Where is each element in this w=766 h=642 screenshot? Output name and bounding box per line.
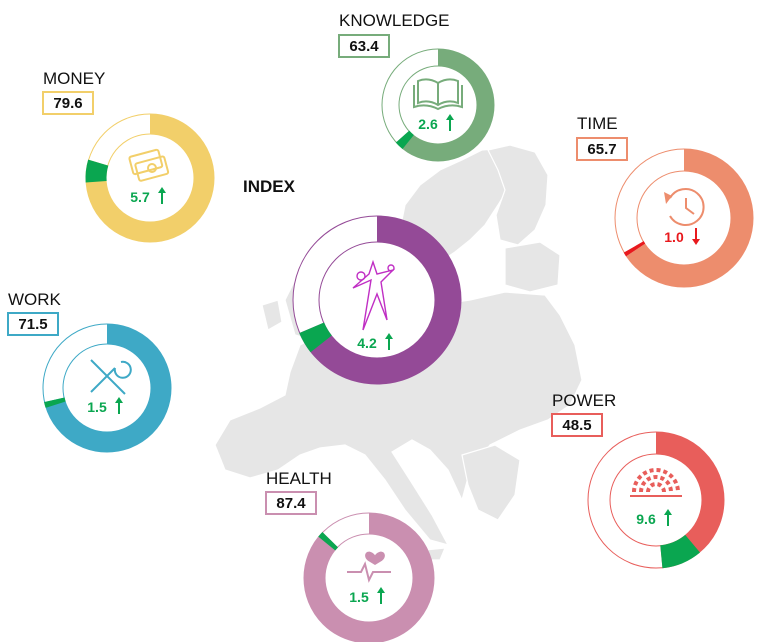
arrow-up-icon bbox=[446, 114, 454, 131]
power-score-box bbox=[551, 413, 603, 437]
money-score-box bbox=[42, 91, 94, 115]
heartbeat-icon bbox=[347, 551, 391, 583]
index-value-arc bbox=[299, 216, 461, 384]
health-label: HEALTH bbox=[266, 469, 332, 488]
arrow-up-icon bbox=[158, 187, 166, 204]
clock-history-icon bbox=[664, 188, 705, 226]
arrow-up-icon bbox=[377, 587, 385, 604]
arrow-up-icon bbox=[664, 509, 672, 526]
health-change-value: 1.5 bbox=[349, 589, 369, 605]
power-score: 48.5 bbox=[562, 417, 591, 434]
work-value-arc bbox=[44, 324, 171, 452]
knowledge-label: KNOWLEDGE bbox=[339, 11, 450, 30]
health-score-box bbox=[265, 491, 317, 515]
time-ring-inner-outline bbox=[636, 170, 732, 266]
index-title: INDEX bbox=[243, 177, 296, 196]
index-ring-inner-outline bbox=[318, 241, 436, 359]
money-value-arc bbox=[85, 114, 214, 242]
time-score-box bbox=[576, 137, 628, 161]
europe-map-background bbox=[214, 144, 583, 561]
work-donut: 1.5 bbox=[42, 323, 172, 453]
power-value-arc bbox=[656, 432, 725, 568]
knowledge-score: 63.4 bbox=[349, 38, 379, 55]
time-donut: 1.0 bbox=[614, 148, 754, 288]
knowledge-score-box bbox=[338, 34, 390, 58]
money-change-value: 5.7 bbox=[130, 189, 150, 205]
money-donut: 5.7 bbox=[85, 113, 215, 243]
money-change-arc bbox=[85, 159, 109, 183]
health-score: 87.4 bbox=[276, 495, 306, 512]
time-change-arc bbox=[623, 241, 646, 257]
knowledge-donut: 2.6 bbox=[381, 48, 495, 162]
banknotes-icon bbox=[128, 148, 170, 182]
health-value-arc bbox=[304, 513, 434, 642]
knowledge-value-arc bbox=[396, 49, 495, 161]
balkans-shape bbox=[461, 444, 521, 521]
work-score-box bbox=[7, 312, 59, 336]
index-group: INDEX bbox=[243, 177, 396, 331]
finland-shape bbox=[487, 144, 549, 246]
knowledge-change-value: 2.6 bbox=[418, 116, 438, 132]
time-label: TIME bbox=[577, 114, 618, 133]
arrow-up-icon bbox=[385, 333, 393, 350]
power-label: POWER bbox=[552, 391, 616, 410]
open-book-icon bbox=[413, 78, 463, 111]
health-donut: 1.5 bbox=[303, 512, 435, 642]
power-change-arc bbox=[660, 534, 700, 569]
knowledge-change-arc bbox=[395, 130, 414, 149]
arrow-down-icon bbox=[692, 228, 700, 245]
health-change-arc bbox=[318, 531, 339, 551]
work-change-value: 1.5 bbox=[87, 399, 107, 415]
work-change-arc bbox=[44, 397, 66, 408]
parliament-icon bbox=[630, 468, 682, 497]
index-change-value: 4.2 bbox=[357, 335, 377, 351]
money-score: 79.6 bbox=[53, 95, 82, 112]
work-label: WORK bbox=[8, 290, 62, 309]
baltics-shape bbox=[504, 241, 561, 293]
work-ring-inner-outline bbox=[62, 343, 152, 433]
time-value-arc bbox=[626, 149, 753, 287]
donut-layer: 2.6 KNOWLEDGE 63.4 5.7 MONEY 79.6 1.0 TIME 65.7 1… bbox=[7, 11, 754, 642]
work-score: 71.5 bbox=[18, 316, 47, 333]
index-change-arc bbox=[299, 322, 332, 353]
power-donut: 9.6 bbox=[587, 431, 725, 569]
power-change-value: 9.6 bbox=[636, 511, 656, 527]
power-ring-inner-outline bbox=[609, 453, 703, 547]
time-change-value: 1.0 bbox=[664, 229, 684, 245]
gender-equality-logo-icon bbox=[352, 259, 396, 331]
time-score: 65.7 bbox=[587, 141, 616, 158]
money-label: MONEY bbox=[43, 69, 105, 88]
index-donut: 4.2 bbox=[292, 215, 462, 385]
continental-europe-shape bbox=[214, 291, 583, 546]
tools-icon bbox=[90, 359, 132, 395]
arrow-up-icon bbox=[115, 397, 123, 414]
